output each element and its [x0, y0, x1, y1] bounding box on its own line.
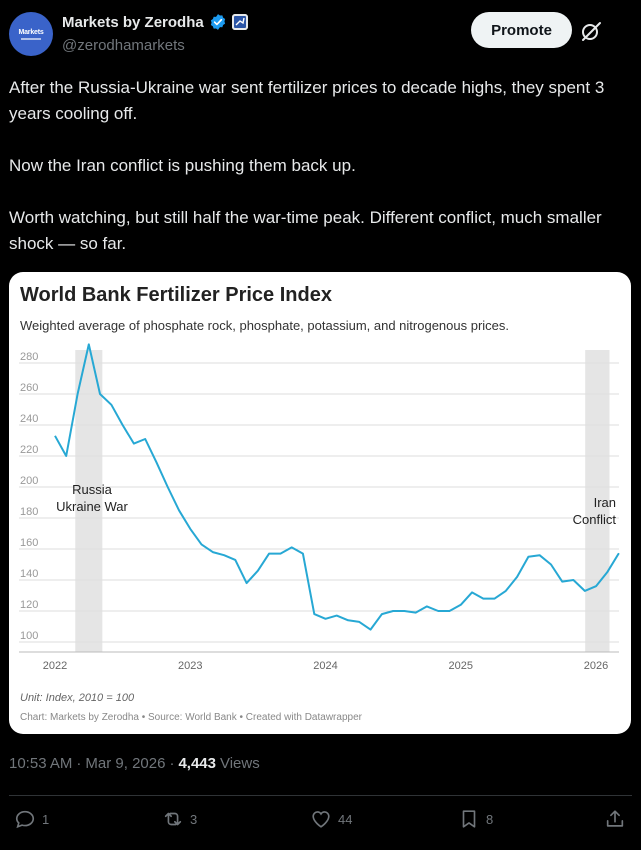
y-tick-label: 160 [20, 537, 38, 549]
name-row: Markets by Zerodha [62, 13, 248, 31]
avatar-logo-text: Markets [18, 28, 44, 36]
y-tick-label: 180 [20, 506, 38, 518]
x-tick-label: 2025 [449, 660, 473, 672]
x-tick-label: 2026 [584, 660, 608, 672]
annotation-label: Conflict [573, 512, 617, 527]
share-button[interactable] [604, 808, 626, 830]
views-count: 4,443 [178, 755, 216, 772]
meta-separator: · [76, 755, 82, 772]
handle[interactable]: @zerodhamarkets [62, 37, 185, 54]
chart-svg: 100 120 140 160 180 200 220 240 260 280 2022 2023 20… [19, 343, 620, 672]
divider [9, 795, 632, 796]
chart-source-note: Chart: Markets by Zerodha • Source: Worl… [20, 712, 362, 723]
bookmark-icon [462, 810, 476, 828]
tweet-meta: 10:53 AM · Mar 9, 2026 · 4,443 Views [9, 755, 260, 772]
x-tick-label: 2024 [313, 660, 337, 672]
reply-count: 1 [42, 811, 50, 827]
share-icon [606, 810, 624, 827]
reply-button[interactable]: 1 [14, 808, 49, 830]
tweet-paragraph: After the Russia-Ukraine war sent fertil… [9, 78, 605, 123]
bookmark-button[interactable]: 8 [458, 808, 493, 830]
y-tick-label: 200 [20, 475, 38, 487]
grok-icon[interactable] [579, 19, 603, 43]
annotation-label: Iran [594, 495, 616, 510]
series-end-point [617, 552, 620, 555]
series-line [54, 343, 620, 631]
tweet-paragraph: Worth watching, but still half the war-t… [9, 208, 602, 253]
y-tick-label: 100 [20, 630, 38, 642]
avatar[interactable]: Markets [9, 12, 53, 56]
y-tick-label: 240 [20, 413, 38, 425]
y-tick-label: 140 [20, 568, 38, 580]
tweet-text: After the Russia-Ukraine war sent fertil… [9, 75, 634, 257]
annotation-band-1 [585, 350, 610, 652]
y-tick-label: 120 [20, 599, 38, 611]
repost-count: 3 [190, 811, 198, 827]
chart-subtitle: Weighted average of phosphate rock, phos… [20, 318, 510, 333]
chart-title: World Bank Fertilizer Price Index [20, 284, 332, 306]
avatar-logo-line [21, 37, 41, 40]
repost-icon [164, 812, 182, 826]
annotation-label: Ukraine War [56, 499, 128, 514]
tweet-paragraph: Now the Iran conflict is pushing them ba… [9, 156, 356, 175]
like-count: 44 [338, 811, 353, 827]
like-button[interactable]: 44 [310, 808, 352, 830]
chart-image[interactable]: 100 120 140 160 180 200 220 240 260 280 2022 2023 20… [9, 272, 631, 734]
display-name[interactable]: Markets by Zerodha [62, 13, 204, 31]
tweet-date[interactable]: Mar 9, 2026 [85, 755, 166, 772]
verified-badge-icon[interactable] [209, 13, 227, 31]
x-tick-label: 2023 [178, 660, 202, 672]
annotation-label: Russia [72, 482, 113, 497]
promote-button[interactable]: Promote [471, 12, 572, 48]
views-label: Views [219, 755, 260, 772]
tweet-header: Markets Markets by Zerodha @zerodhamarke… [0, 0, 641, 64]
chart-unit-note: Unit: Index, 2010 = 100 [20, 692, 135, 704]
heart-icon [312, 811, 330, 828]
affiliate-badge-icon[interactable] [231, 14, 248, 30]
bookmark-count: 8 [486, 811, 494, 827]
y-tick-label: 280 [20, 351, 38, 363]
repost-button[interactable]: 3 [162, 808, 197, 830]
annotation-band-0 [75, 350, 103, 652]
y-tick-label: 260 [20, 382, 38, 394]
meta-separator: · [169, 755, 175, 772]
tweet-time[interactable]: 10:53 AM [9, 755, 73, 772]
action-bar: 1 3 44 8 [0, 808, 641, 838]
y-tick-label: 220 [20, 444, 38, 456]
x-tick-label: 2022 [43, 660, 67, 672]
reply-icon [15, 810, 35, 829]
